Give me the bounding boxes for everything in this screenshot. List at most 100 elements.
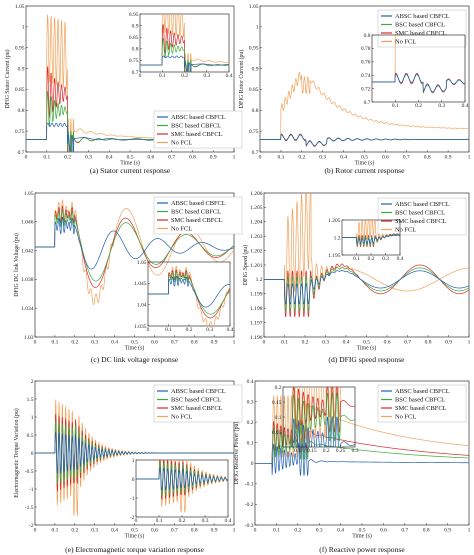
chart-b-inset-ytick-label: 0.74 xyxy=(361,73,371,79)
chart-e-caption: (e) Electromagnetic torque variation res… xyxy=(65,545,204,554)
chart-c-xtick-label: 0.7 xyxy=(171,340,178,346)
chart-a-inset-ytick-label: 0.85 xyxy=(129,35,139,41)
chart-b-legend-entry: SMC based CBFCL xyxy=(395,30,447,37)
chart-a-ytick-label: 0.7 xyxy=(18,150,25,156)
chart-a-ytick-label: 0.8 xyxy=(18,108,25,114)
chart-c-inset-ytick-label: 1.035 xyxy=(134,324,147,330)
chart-f-inset-ytick-label: 0.2 xyxy=(275,385,282,391)
chart-c-xlabel: Time (s) xyxy=(125,345,145,352)
chart-e-inset-ytick-label: -1 xyxy=(130,496,135,502)
chart-a-inset-series-ABSC xyxy=(140,55,229,72)
chart-d-xtick-label: 0.4 xyxy=(343,340,350,346)
chart-f-xtick-label: 0.8 xyxy=(423,528,430,534)
chart-e-inset-xtick-label: 0 xyxy=(135,518,138,524)
chart-c-series-NoFCL xyxy=(35,199,234,305)
chart-e-xtick-label: 0 xyxy=(34,528,37,534)
chart-d-xtick-label: 0.7 xyxy=(404,340,411,346)
chart-a-ytick-label: 0.75 xyxy=(15,129,25,135)
chart-f-xtick-label: 1 xyxy=(468,528,471,534)
chart-d-xlabel: Time (s) xyxy=(357,345,377,352)
chart-f-ytick-label: 0 xyxy=(251,461,254,467)
chart-f-ylabel: DFIG Reactive Power (pu) xyxy=(233,422,240,485)
chart-f-xtick-label: 0.3 xyxy=(316,528,323,534)
chart-c-ytick-label: 1.042 xyxy=(21,248,34,254)
chart-e-xtick-label: 1 xyxy=(233,528,236,534)
chart-a-inset-ytick-label: 0.7 xyxy=(132,70,139,76)
chart-f-inset-xtick-label: 0.1 xyxy=(294,448,301,454)
chart-a-xtick-label: 0.2 xyxy=(64,155,71,161)
chart-c-inset-ytick-label: 1.05 xyxy=(137,260,147,266)
chart-a-inset-xtick-label: 0.3 xyxy=(203,73,210,79)
chart-a-xtick-label: 0.3 xyxy=(85,155,92,161)
chart-c-legend-entry: SMC based CBFCL xyxy=(171,217,223,224)
chart-a-xtick-label: 0.1 xyxy=(43,155,50,161)
chart-d-ytick-label: 1.198 xyxy=(250,306,263,312)
chart-f-ytick-label: 0.2 xyxy=(247,420,254,426)
chart-b-ytick-label: 0.95 xyxy=(249,46,259,52)
chart-a-xtick-label: 0.4 xyxy=(106,155,113,161)
chart-d: 0 0.1 0.2 0.3 0.4 0.5 0.6 0.7 0.8 0.9 1 1.196 1.197 1… xyxy=(242,191,471,364)
chart-c-inset: 0 0.1 0.2 0.3 0.4 1.035 1.04 1.045 1.05 xyxy=(134,260,234,333)
chart-b-inset-ytick-label: 0.78 xyxy=(361,46,371,52)
chart-f-ytick-label: -0.3 xyxy=(245,523,254,529)
chart-a-xtick-label: 0 xyxy=(25,155,28,161)
chart-f-caption: (f) Reactive power response xyxy=(319,545,405,554)
chart-d-inset-series-ABSC xyxy=(342,234,400,244)
chart-a-ytick-label: 1 xyxy=(22,25,25,31)
chart-d-xtick-label: 0 xyxy=(263,340,266,346)
chart-c: 0 0.1 0.2 0.3 0.4 0.5 0.6 0.7 0.8 0.9 1 1.03 1.034 1.… xyxy=(13,191,243,364)
chart-a-xtick-label: 0.7 xyxy=(168,155,175,161)
chart-c-xtick-label: 0.8 xyxy=(191,340,198,346)
chart-b-series-NoFCL xyxy=(260,72,469,140)
chart-a-caption: (a) Stator current response xyxy=(90,166,171,175)
chart-c-caption: (c) DC link voltage response xyxy=(91,355,179,364)
chart-f-ytick-label: 0.3 xyxy=(247,399,254,405)
chart-e-ytick-label: -2 xyxy=(29,523,34,529)
chart-a-inset-xtick-label: 0.4 xyxy=(226,73,233,79)
chart-f-legend-entry: No FCL xyxy=(395,414,416,421)
chart-b-caption: (b) Rotor current response xyxy=(325,166,406,175)
chart-f-series-ABSC xyxy=(255,442,469,476)
chart-c-series-BSC xyxy=(35,209,234,282)
chart-f-inset-xtick-label: 0.15 xyxy=(307,448,317,454)
chart-c-xtick-label: 0.6 xyxy=(151,340,158,346)
chart-d-inset-xtick-label: 0.4 xyxy=(397,256,404,262)
chart-d-xtick-label: 1 xyxy=(468,340,471,346)
chart-b-xtick-label: 0.4 xyxy=(340,155,347,161)
chart-b-legend-box xyxy=(377,9,467,48)
chart-b-ytick-label: 1 xyxy=(256,25,259,31)
chart-e-xtick-label: 0.4 xyxy=(111,528,118,534)
chart-e-inset-ytick-label: -2 xyxy=(130,515,135,521)
chart-e-xtick-label: 0.8 xyxy=(191,528,198,534)
chart-c-legend-entry: No FCL xyxy=(171,226,192,233)
chart-d-ytick-label: 1.199 xyxy=(250,292,263,298)
chart-c-xtick-label: 1 xyxy=(233,340,236,346)
chart-e-ytick-label: -0.5 xyxy=(25,469,34,475)
chart-f-series-BSC xyxy=(255,426,469,464)
chart-f: 0 0.1 0.2 0.3 0.4 0.5 0.6 0.7 0.8 0.9 1 -0.3 -0.2 -0.… xyxy=(233,379,471,554)
chart-b-inset-xtick-label: 0.3 xyxy=(438,103,445,109)
chart-e-ytick-label: 1.5 xyxy=(27,397,34,403)
chart-f-inset-xtick-label: 0.25 xyxy=(336,448,346,454)
chart-f-legend-box xyxy=(377,384,467,423)
chart-f-xlabel: Time (s) xyxy=(352,533,372,540)
chart-d-ytick-label: 1.197 xyxy=(250,320,263,326)
chart-a-ytick-label: 0.85 xyxy=(15,87,25,93)
chart-e-ytick-label: 1 xyxy=(31,415,34,421)
chart-c-legend-entry: ABSC based CBFCL xyxy=(171,200,226,207)
chart-b-inset-ytick-label: 0.8 xyxy=(364,33,371,39)
chart-c-ytick-label: 1.05 xyxy=(24,191,34,197)
chart-e-ytick-label: 0 xyxy=(31,451,34,457)
chart-a-inset-xtick-label: 0.1 xyxy=(159,73,166,79)
chart-d-legend-entry: BSC based CBFCL xyxy=(395,210,445,217)
chart-d-inset-xtick-label: 0.1 xyxy=(353,256,360,262)
chart-a: 0 0.1 0.2 0.3 0.4 0.5 0.6 0.7 0.8 0.9 10.70.750.80… xyxy=(4,4,243,175)
chart-f-inset-ytick-label: 0 xyxy=(279,445,282,451)
chart-b-ytick-label: 1.05 xyxy=(249,4,259,10)
chart-c-inset-ytick-label: 1.045 xyxy=(134,281,147,287)
chart-b-series-BSC xyxy=(260,134,469,147)
chart-c-legend-box xyxy=(153,196,243,235)
chart-c-xtick-label: 0 xyxy=(34,340,37,346)
